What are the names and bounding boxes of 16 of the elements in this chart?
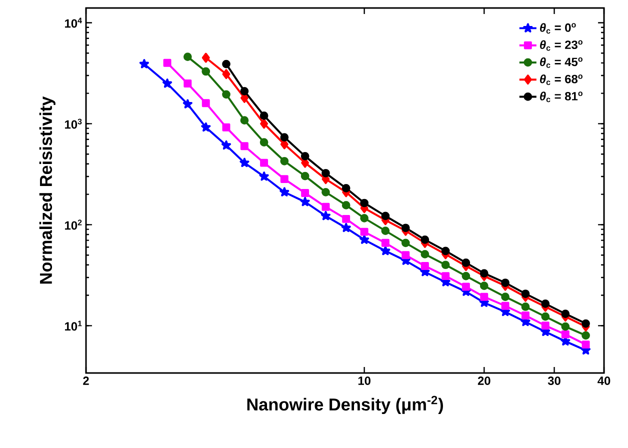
legend-label: θ$_{c}$ = 68$^{o}$ [540,74,582,86]
x-tick-label: 30 [548,376,560,385]
y-axis-title: Normalized Reisistivity [39,96,56,284]
x-tick-label: 2 [83,376,89,385]
x-tick-label: 40 [598,376,610,385]
y-tick-label: 10$^{4}$ [65,18,82,28]
x-axis-title: Nanowire Density (μm$^{-2}$) [247,396,443,414]
legend-label: θ$_{c}$ = 23$^{o}$ [540,40,582,51]
legend-label: θ$_{c}$ = 81$^{o}$ [540,92,582,102]
y-tick-label: 10$^{2}$ [65,220,82,230]
x-tick-label: 10 [358,376,370,385]
legend-label: θ$_{c}$ = 45$^{o}$ [540,57,582,68]
legend-label: θ$_{c}$ = 0$^{o}$ [540,23,576,34]
x-tick-label: 20 [478,376,490,385]
y-tick-label: 10$^{1}$ [65,320,82,331]
y-tick-label: 10$^{3}$ [65,118,82,129]
